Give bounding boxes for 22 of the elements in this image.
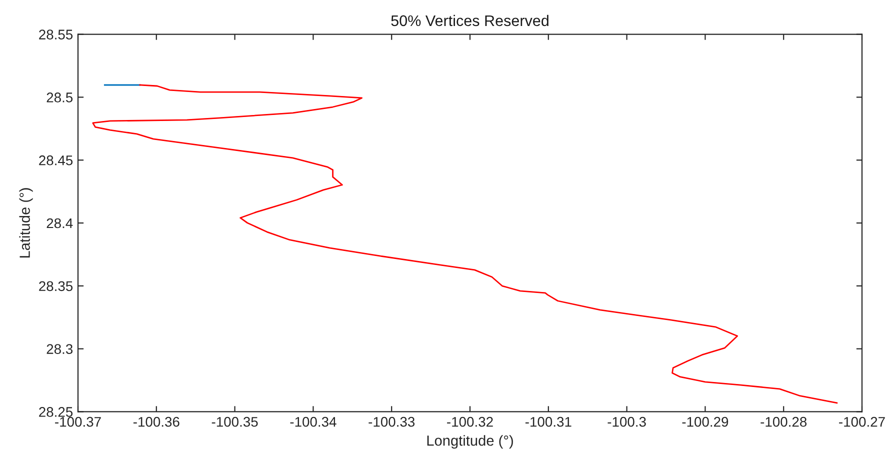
x-axis-title: Longtitude (°) bbox=[427, 435, 513, 449]
x-tick-label: -100.36 bbox=[133, 416, 180, 427]
y-tick-label: 28.35 bbox=[39, 281, 73, 292]
chart-title: 50% Vertices Reserved bbox=[391, 14, 548, 26]
x-tick-label: -100.34 bbox=[290, 416, 336, 427]
x-tick-label: -100.31 bbox=[525, 416, 572, 427]
y-tick-label: 28.3 bbox=[46, 344, 73, 354]
y-tick-label: 28.45 bbox=[39, 155, 73, 166]
y-tick-label: 28.5 bbox=[46, 92, 73, 102]
x-tick-label: -100.29 bbox=[682, 416, 728, 427]
x-tick-label: -100.27 bbox=[839, 416, 885, 427]
x-tick-label: -100.3 bbox=[608, 416, 646, 427]
x-tick-label: -100.32 bbox=[447, 416, 493, 427]
y-tick-label: 28.55 bbox=[39, 30, 73, 40]
y-tick-label: 28.25 bbox=[39, 407, 73, 417]
x-tick-label: -100.37 bbox=[55, 416, 101, 427]
y-tick-label: 28.4 bbox=[46, 218, 73, 228]
y-axis-title: Latitude (°) bbox=[19, 188, 33, 258]
line-series bbox=[92, 84, 838, 404]
x-tick-label: -100.35 bbox=[212, 416, 258, 427]
x-tick-label: -100.28 bbox=[760, 416, 807, 427]
x-tick-label: -100.33 bbox=[368, 416, 415, 427]
